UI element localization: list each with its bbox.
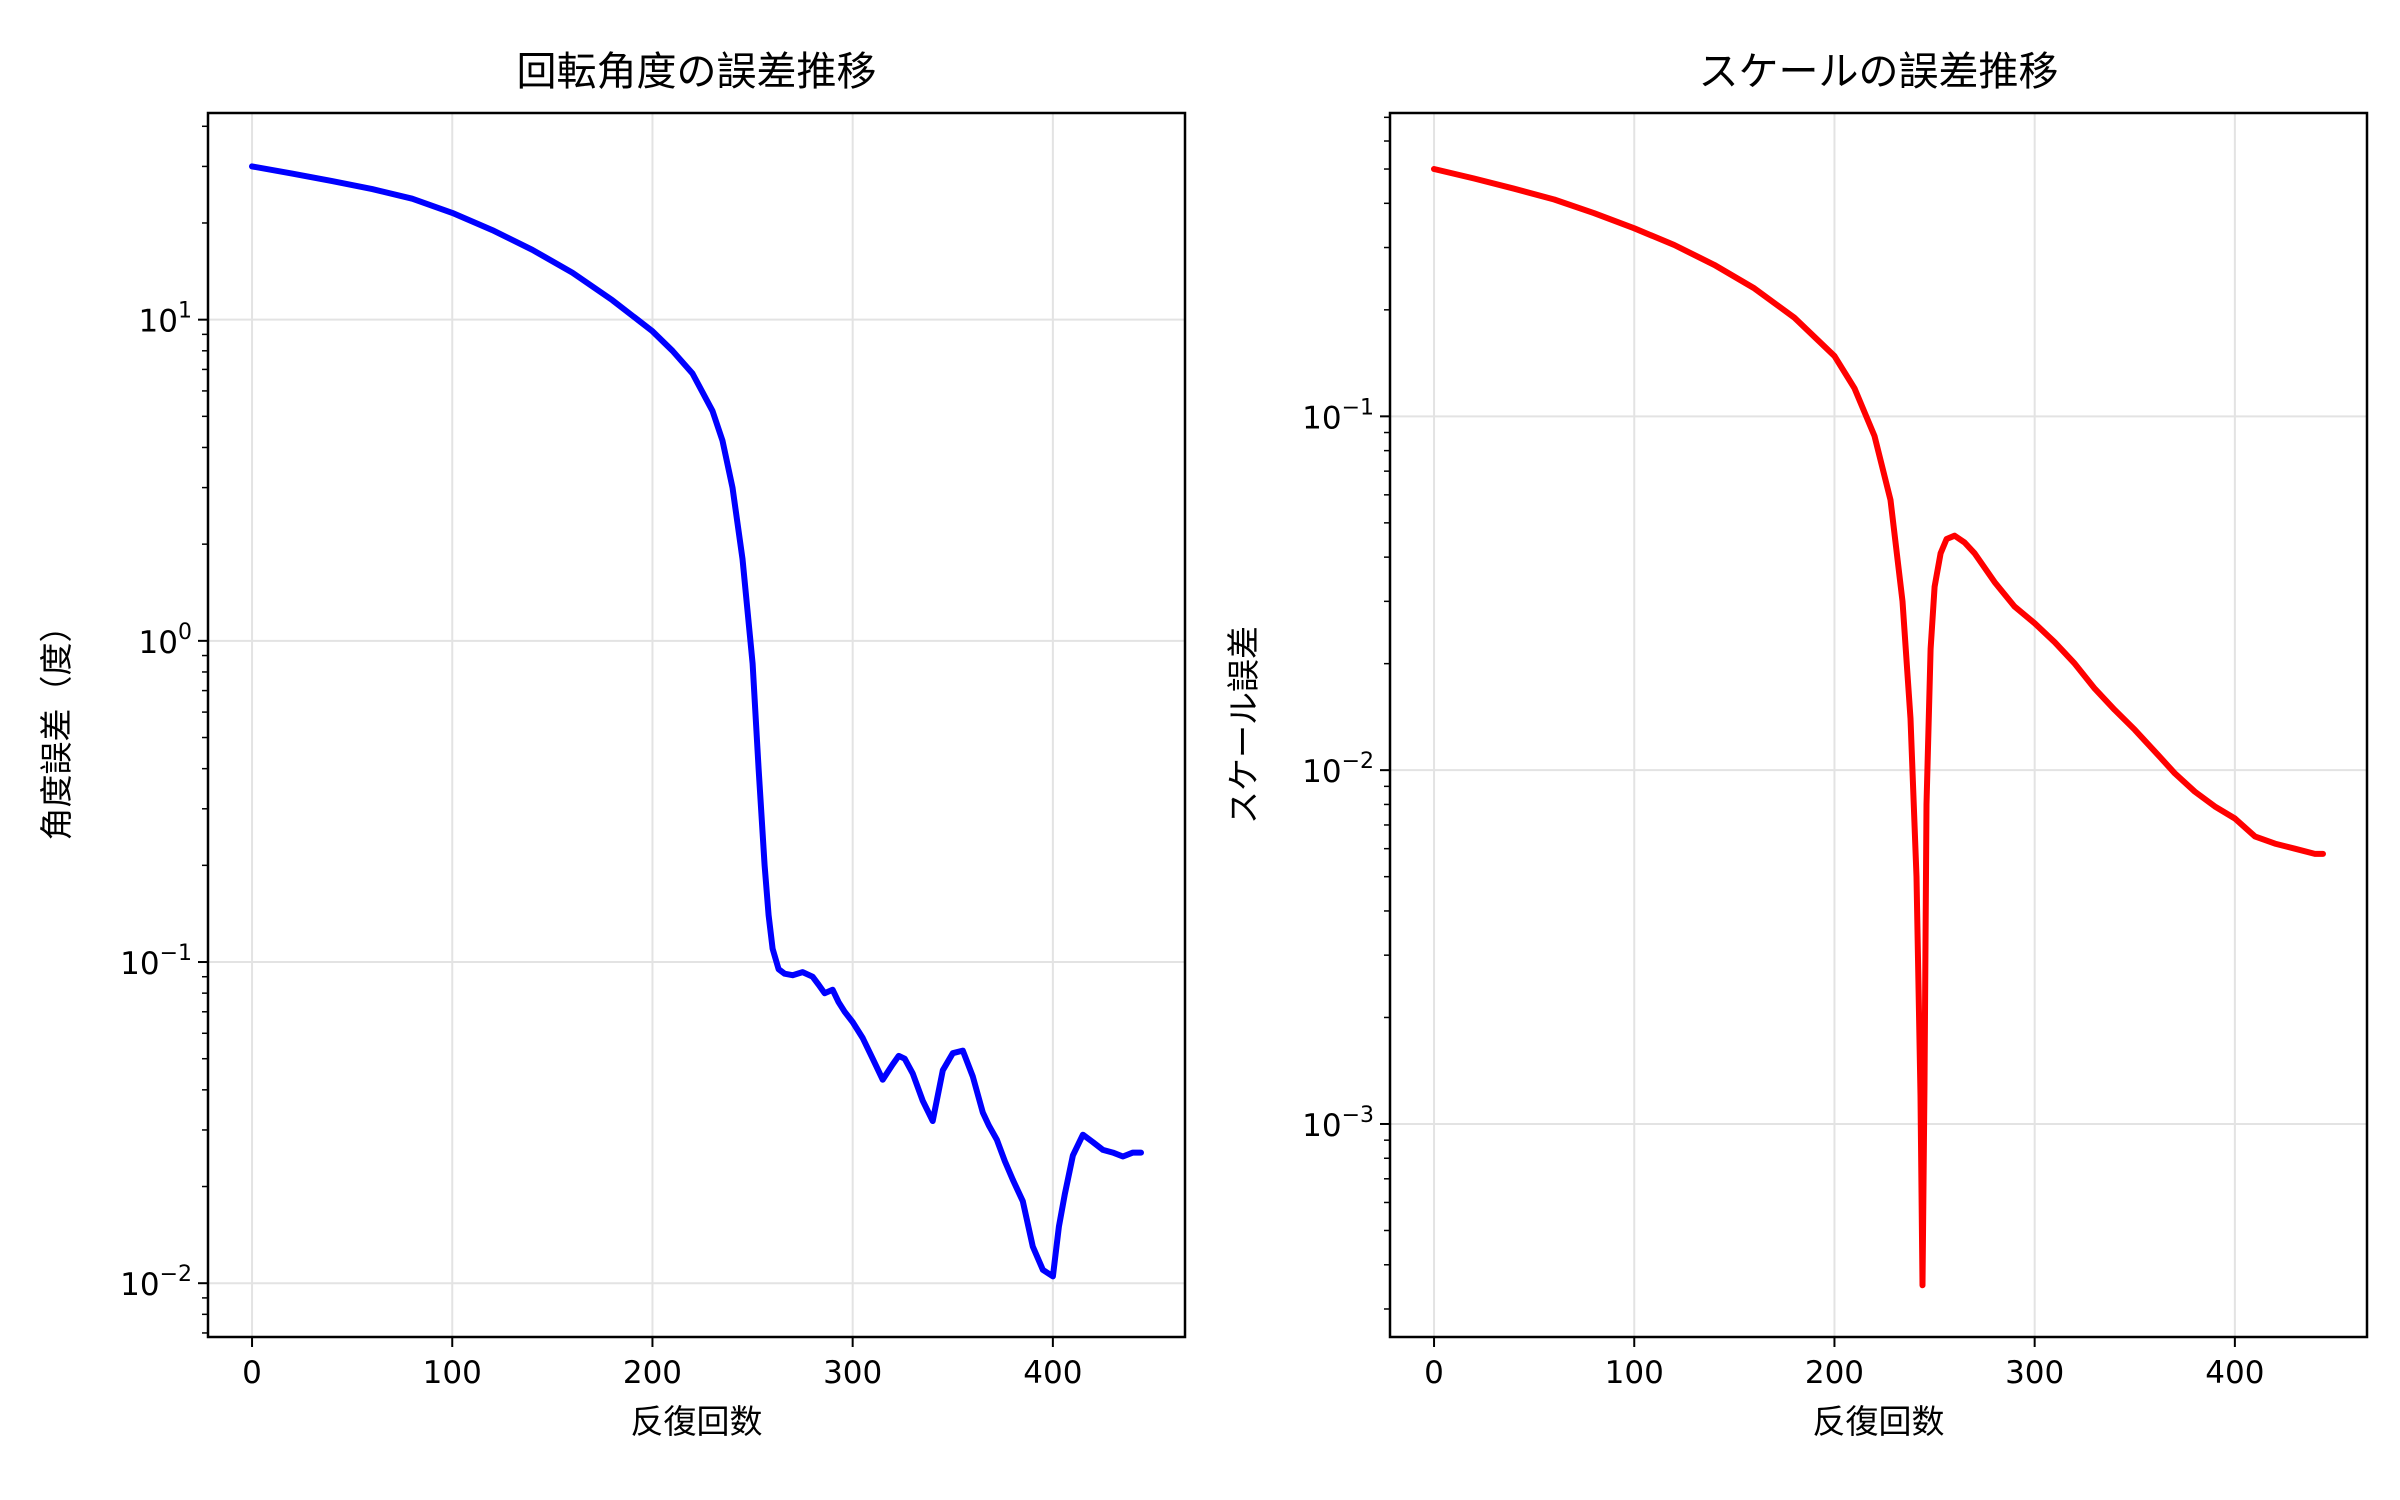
y-tick-label: 10−3 (1302, 1103, 1374, 1144)
y-tick-base: 10 (1302, 400, 1341, 436)
chart-title: スケールの誤差推移 (1699, 49, 2059, 95)
chart-panel-2: 0 100 200 300 40010−310−210−1スケールの誤差推移反復回数スケ… (1224, 49, 2369, 1441)
y-tick-exponent: −1 (160, 941, 192, 966)
x-tick-label: 100 (423, 1355, 482, 1391)
axes-frame (206, 111, 1187, 1339)
x-tick-label: 400 (1023, 1355, 1082, 1391)
x-tick-label: 300 (2005, 1355, 2064, 1391)
y-tick-exponent: −2 (1342, 749, 1374, 774)
y-tick-base: 10 (120, 946, 159, 982)
y-tick-label: 10−2 (1302, 749, 1374, 790)
y-tick-label: 10−1 (120, 941, 192, 982)
y-tick-label: 10−1 (1302, 395, 1374, 436)
y-tick-base: 10 (139, 625, 178, 661)
x-axis-label: 反復回数 (631, 1402, 763, 1441)
y-tick-base: 10 (1302, 754, 1341, 790)
x-tick-label: 0 (242, 1355, 262, 1391)
x-tick-label: 0 (1424, 1355, 1444, 1391)
series-line-1 (249, 163, 1144, 1280)
y-tick-label: 100 (139, 620, 192, 661)
axes-frame (1388, 111, 2369, 1339)
y-tick-base: 10 (139, 304, 178, 340)
chart-panel-1: 0 100 200 300 40010−210−1100101回転角度の誤差推移反復回数… (37, 49, 1187, 1441)
x-tick-label: 100 (1605, 1355, 1664, 1391)
y-axis-label: スケール誤差 (1224, 626, 1263, 824)
y-tick-base: 10 (1302, 1108, 1341, 1144)
chart-title: 回転角度の誤差推移 (517, 49, 877, 95)
x-tick-label: 400 (2205, 1355, 2264, 1391)
y-tick-exponent: −2 (160, 1262, 192, 1287)
x-tick-label: 300 (823, 1355, 882, 1391)
x-tick-label: 200 (623, 1355, 682, 1391)
y-tick-exponent: 1 (178, 299, 192, 324)
series-line-1 (1431, 166, 2326, 1289)
y-tick-base: 10 (120, 1267, 159, 1303)
y-tick-exponent: 0 (178, 620, 192, 645)
x-tick-label: 200 (1805, 1355, 1864, 1391)
y-tick-exponent: −1 (1342, 395, 1374, 420)
y-tick-label: 10−2 (120, 1262, 192, 1303)
y-tick-label: 101 (139, 299, 192, 340)
y-tick-exponent: −3 (1342, 1103, 1374, 1128)
y-axis-label: 角度誤差（度） (37, 610, 76, 841)
x-axis-label: 反復回数 (1813, 1402, 1945, 1441)
